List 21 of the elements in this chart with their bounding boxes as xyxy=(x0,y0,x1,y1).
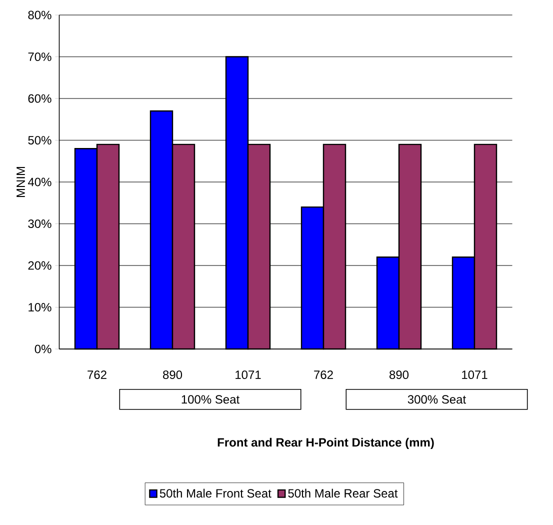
x-tick-label: 1071 xyxy=(462,370,488,380)
y-tick-label: 60% xyxy=(28,94,52,103)
y-tick-label: 70% xyxy=(28,52,52,62)
y-tick-label: 10% xyxy=(28,303,52,312)
legend-label: 50th Male Rear Seat xyxy=(288,488,398,498)
text: 300% Seat xyxy=(408,395,466,404)
x-tick-label: 890 xyxy=(163,370,182,380)
y-tick-label: 80% xyxy=(28,10,52,20)
x-tick-label: 890 xyxy=(390,370,409,380)
x-tick-label: 1071 xyxy=(236,370,261,380)
y-tick-label: 30% xyxy=(28,220,52,228)
y-tick-label: 20% xyxy=(28,261,52,270)
legend-label: 50th Male Front Seat xyxy=(160,488,272,498)
text: 100% Seat xyxy=(182,395,240,404)
x-tick-label: 762 xyxy=(314,370,333,380)
x-axis-title: Front and Rear H-Point Distance (mm) xyxy=(218,438,434,450)
y-tick-label: 0% xyxy=(34,344,52,354)
y-axis-title: MNIM xyxy=(16,166,25,198)
y-tick-label: 40% xyxy=(28,178,52,186)
x-tick-label: 762 xyxy=(88,370,106,380)
y-tick-label: 50% xyxy=(28,136,52,145)
